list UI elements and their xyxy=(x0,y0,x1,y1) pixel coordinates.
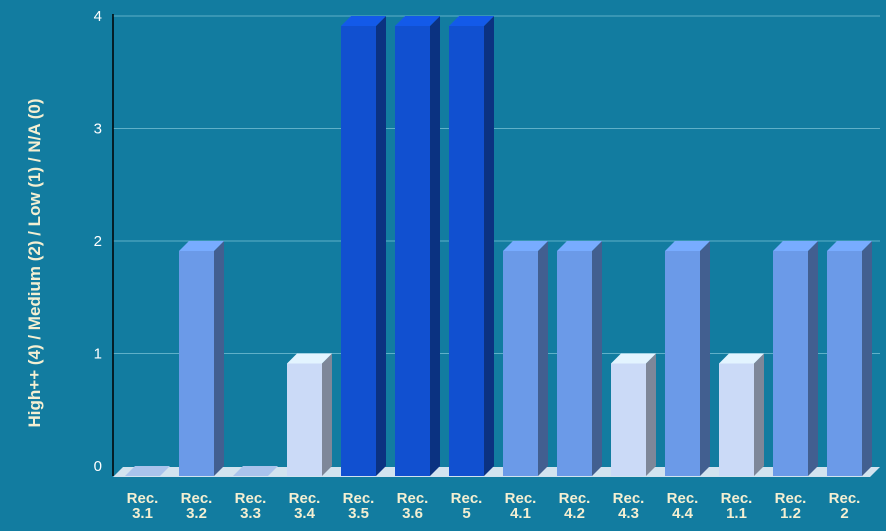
bar-top xyxy=(827,241,872,251)
bar-top xyxy=(341,16,386,26)
bar xyxy=(179,241,224,476)
x-tick-label: Rec. 3.3 xyxy=(235,490,267,522)
x-tick-label: Rec. 4.1 xyxy=(505,490,537,522)
bar xyxy=(665,241,710,476)
y-axis-title: High++ (4) / Medium (2) / Low (1) / N/A … xyxy=(25,99,44,428)
bar-top xyxy=(773,241,818,251)
bar-side xyxy=(700,241,710,476)
x-tick-label: Rec. 1.2 xyxy=(775,490,807,522)
bar-top xyxy=(719,353,764,364)
gridlines xyxy=(112,14,880,476)
bar-side xyxy=(808,241,818,476)
bar-front xyxy=(719,363,754,476)
bar-top xyxy=(503,241,548,251)
bar-side xyxy=(376,16,386,476)
bar xyxy=(611,353,656,476)
y-tick-labels: 0 1 2 3 4 xyxy=(94,8,102,475)
bar-top xyxy=(557,241,602,251)
bar xyxy=(233,466,278,476)
bar-side xyxy=(484,16,494,476)
x-tick-label: Rec. 4.4 xyxy=(667,490,699,522)
bar-front xyxy=(449,26,484,476)
x-tick-label: Rec. 3.4 xyxy=(289,490,321,522)
bar-front xyxy=(611,363,646,476)
bar xyxy=(449,16,494,476)
bar-front xyxy=(773,251,808,476)
bar-side xyxy=(754,353,764,476)
x-tick-label: Rec. 4.3 xyxy=(613,490,645,522)
bar xyxy=(773,241,818,476)
bar-side xyxy=(538,241,548,476)
bar-top xyxy=(665,241,710,251)
y-tick-label: 2 xyxy=(94,233,102,250)
bar-top xyxy=(449,16,494,26)
x-tick-label: Rec. 3.1 xyxy=(127,490,159,522)
bar xyxy=(287,353,332,476)
chart-floor xyxy=(113,467,880,477)
bar xyxy=(341,16,386,476)
bar xyxy=(395,16,440,476)
bar-top xyxy=(125,466,170,476)
bar-front xyxy=(341,26,376,476)
x-tick-label: Rec. 4.2 xyxy=(559,490,591,522)
bar-front xyxy=(557,251,592,476)
x-tick-label: Rec. 5 xyxy=(451,490,483,522)
bar-top xyxy=(179,241,224,251)
bar-front xyxy=(827,251,862,476)
bar xyxy=(503,241,548,476)
bar xyxy=(125,466,170,476)
x-tick-labels: Rec. 3.1 Rec. 3.2 Rec. 3.3 Rec. 3.4 Rec. 3.5 Rec. 3… xyxy=(127,490,861,522)
bar-side xyxy=(862,241,872,476)
bar-front xyxy=(179,251,214,476)
bars xyxy=(125,16,872,476)
bar-side xyxy=(322,353,332,476)
y-tick-label: 1 xyxy=(94,346,102,363)
bar-top xyxy=(395,16,440,26)
x-tick-label: Rec. 3.6 xyxy=(397,490,429,522)
bar xyxy=(827,241,872,476)
bar-front xyxy=(395,26,430,476)
bar xyxy=(557,241,602,476)
y-tick-label: 3 xyxy=(94,121,102,138)
bar-front xyxy=(503,251,538,476)
bar-side xyxy=(592,241,602,476)
bar-front xyxy=(665,251,700,476)
bar-top xyxy=(233,466,278,476)
bar-front xyxy=(287,363,322,476)
bar-top xyxy=(287,353,332,364)
bar-side xyxy=(646,353,656,476)
x-tick-label: Rec. 1.1 xyxy=(721,490,753,522)
bar xyxy=(719,353,764,476)
floor-plane xyxy=(113,467,880,477)
x-tick-label: Rec. 3.5 xyxy=(343,490,375,522)
bar-side xyxy=(214,241,224,476)
x-tick-label: Rec. 3.2 xyxy=(181,490,213,522)
y-tick-label: 0 xyxy=(94,458,102,475)
x-tick-label: Rec. 2 xyxy=(829,490,861,522)
y-tick-label: 4 xyxy=(94,8,102,25)
bar-side xyxy=(430,16,440,476)
bar-top xyxy=(611,353,656,364)
